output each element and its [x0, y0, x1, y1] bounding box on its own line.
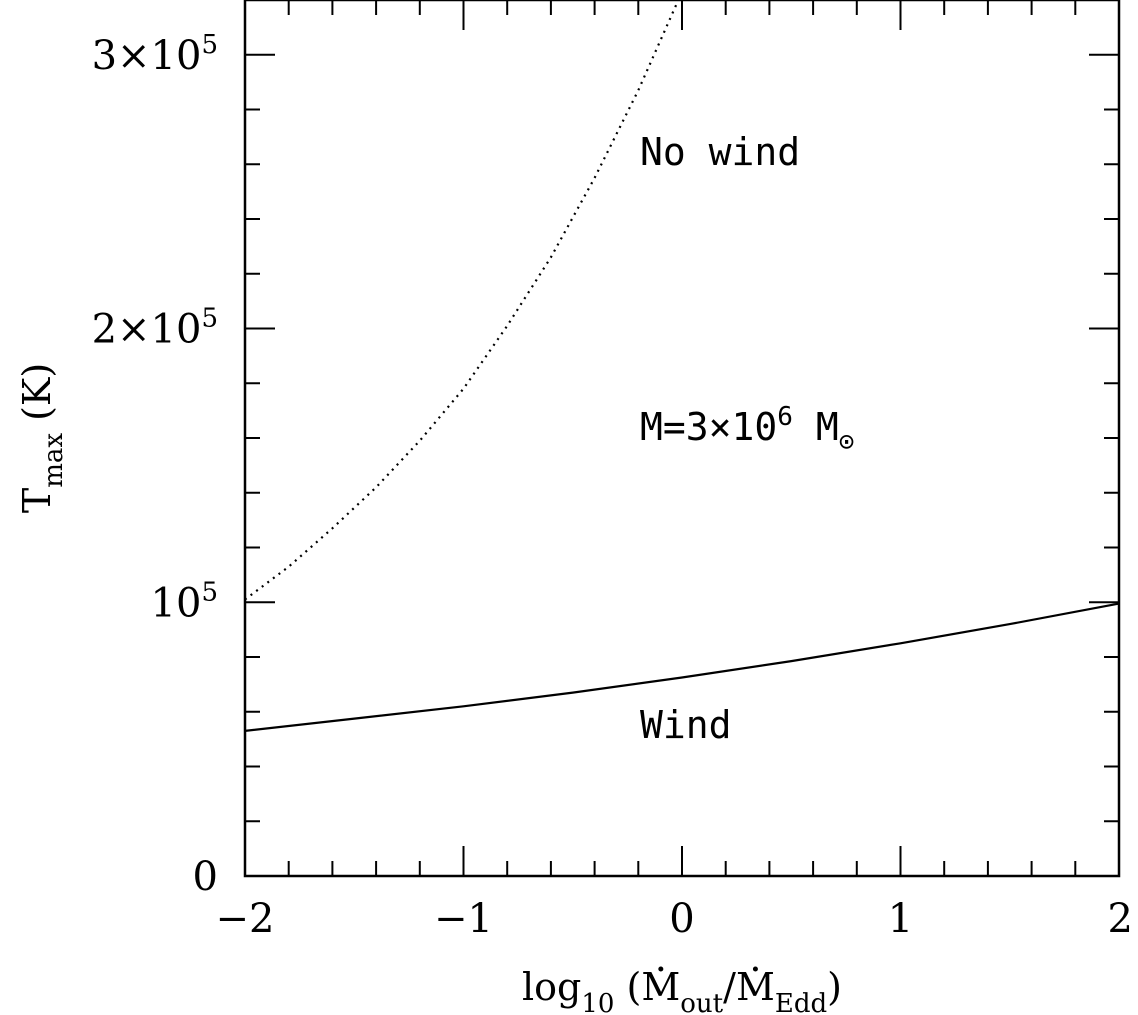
- ticks: [244, 0, 1120, 877]
- annotation-mass-suffix: M: [793, 405, 839, 449]
- annotation-mass-sub: ⊙: [839, 427, 855, 457]
- x-axis-num-sub: out: [680, 989, 723, 1015]
- mdot-accent: [752, 966, 758, 972]
- x-tick-label: 0: [669, 896, 694, 942]
- annotation-mass: M=3×106 M⊙: [640, 402, 854, 457]
- y-tick-label-base: 0: [193, 854, 218, 900]
- y-tick-label-exp: 5: [201, 304, 218, 334]
- y-tick-label-exp: 5: [201, 30, 218, 60]
- annotation-no-wind: No wind: [640, 130, 800, 174]
- mdot-accent: [658, 966, 664, 972]
- annotation-wind: Wind: [640, 703, 732, 747]
- x-tick-label: 2: [1108, 896, 1133, 942]
- x-axis-num: M: [641, 965, 680, 1009]
- y-tick-label-base: 3×10: [92, 33, 202, 79]
- y-tick-label-base: 10: [151, 580, 202, 626]
- y-tick-label: 3×105: [92, 30, 218, 79]
- x-axis-den: M: [736, 965, 775, 1009]
- x-tick-label: −2: [216, 896, 275, 942]
- x-axis-den-sub: Edd: [775, 989, 827, 1015]
- series-line-solid: [244, 602, 1120, 732]
- x-axis-close: ): [827, 965, 842, 1009]
- annotation-mass-exp: 6: [777, 402, 793, 432]
- y-tick-label: 2×105: [92, 304, 218, 353]
- x-axis-slash: /: [723, 965, 736, 1009]
- y-axis-main: T: [15, 488, 59, 513]
- y-tick-label-base: 2×10: [92, 307, 202, 353]
- y-tick-label: 105: [151, 577, 218, 626]
- y-tick-label-exp: 5: [201, 577, 218, 607]
- series-line-dotted: [244, 0, 680, 601]
- y-axis-title: Tmax (K): [15, 363, 69, 513]
- series-group: [244, 0, 1120, 732]
- x-tick-label: 1: [888, 896, 913, 942]
- y-tick-label: 0: [193, 854, 218, 900]
- y-axis-unit: (K): [15, 363, 59, 433]
- x-axis-prefix: log: [522, 965, 581, 1009]
- x-axis-open: (: [614, 965, 641, 1009]
- x-tick-label: −1: [434, 896, 493, 942]
- x-axis-title: log10 (Mout/MEdd): [522, 965, 842, 1015]
- x-axis-prefix-sub: 10: [581, 989, 614, 1015]
- y-axis-sub: max: [39, 433, 69, 488]
- annotation-mass-prefix: M=3×10: [640, 405, 777, 449]
